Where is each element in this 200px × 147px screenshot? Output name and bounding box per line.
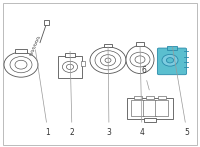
Text: 4: 4 <box>140 47 144 137</box>
FancyBboxPatch shape <box>158 96 166 99</box>
Circle shape <box>135 56 145 63</box>
FancyBboxPatch shape <box>143 100 156 116</box>
FancyBboxPatch shape <box>104 44 112 47</box>
FancyBboxPatch shape <box>134 96 142 99</box>
Circle shape <box>105 58 111 62</box>
FancyBboxPatch shape <box>15 49 27 53</box>
Text: 2: 2 <box>70 51 74 137</box>
Circle shape <box>166 58 174 63</box>
FancyBboxPatch shape <box>131 100 144 116</box>
Circle shape <box>162 54 178 66</box>
FancyBboxPatch shape <box>58 56 82 78</box>
Text: 3: 3 <box>107 47 111 137</box>
Ellipse shape <box>126 46 154 74</box>
FancyBboxPatch shape <box>127 98 173 119</box>
FancyBboxPatch shape <box>44 20 49 25</box>
Circle shape <box>90 47 126 74</box>
Circle shape <box>4 52 38 77</box>
Circle shape <box>95 51 121 70</box>
Text: 5: 5 <box>172 47 189 137</box>
FancyBboxPatch shape <box>144 118 156 122</box>
FancyBboxPatch shape <box>65 53 75 57</box>
FancyBboxPatch shape <box>167 46 177 50</box>
FancyBboxPatch shape <box>157 48 187 75</box>
FancyBboxPatch shape <box>146 96 154 99</box>
Text: 1: 1 <box>35 50 50 137</box>
Text: 6: 6 <box>142 66 149 90</box>
Circle shape <box>15 60 27 69</box>
Circle shape <box>66 64 74 70</box>
Circle shape <box>62 61 78 72</box>
FancyBboxPatch shape <box>81 61 85 66</box>
Circle shape <box>10 57 32 73</box>
FancyBboxPatch shape <box>155 100 168 116</box>
FancyBboxPatch shape <box>136 42 144 46</box>
Circle shape <box>100 55 116 66</box>
Circle shape <box>130 52 150 67</box>
